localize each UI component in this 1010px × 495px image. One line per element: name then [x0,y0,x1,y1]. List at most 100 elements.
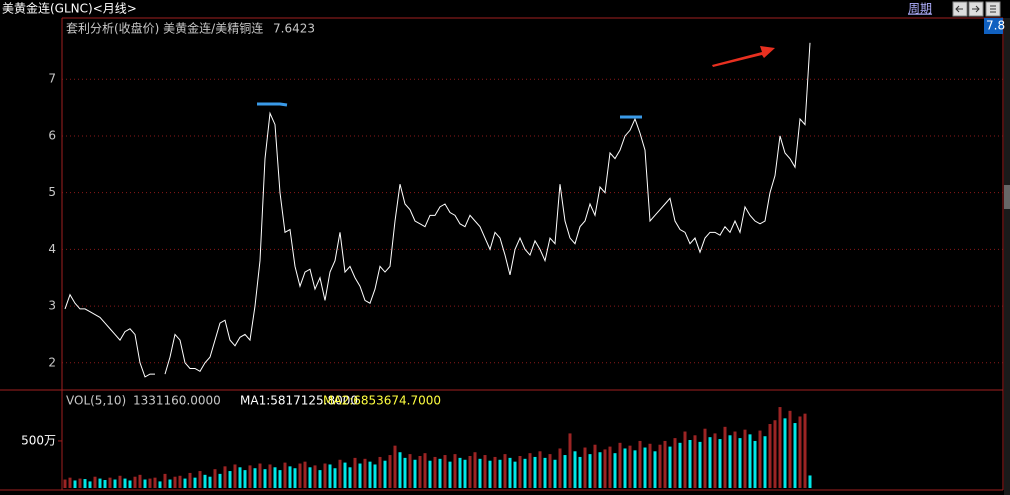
volume-bar [703,428,707,488]
volume-bar [378,456,382,488]
volume-bar [188,472,192,488]
volume-bar [143,479,147,488]
volume-bar [583,447,587,488]
volume-bar [548,454,552,488]
volume-bar [463,459,467,488]
volume-bar [608,446,612,488]
volume-bar [698,441,702,488]
volume-bar [328,464,332,488]
volume-bar [678,442,682,488]
volume-bar [668,446,672,488]
volume-bar [313,465,317,488]
volume-bar [663,440,667,488]
volume-bar [748,434,752,488]
volume-bar [258,463,262,488]
volume-bar [713,433,717,488]
volume-bar [403,457,407,488]
volume-bar [278,470,282,488]
scrollbar[interactable] [1004,18,1010,495]
scale-marker-box [984,18,1003,34]
y-tick-label: 3 [48,299,56,313]
nav-buttons[interactable] [952,1,1001,17]
y-tick-label: 6 [48,128,56,142]
volume-bar [478,458,482,488]
volume-bar [763,436,767,488]
scale-marker: 7.8 [986,19,1005,33]
y-tick-label: 5 [48,185,56,199]
volume-bar [708,437,712,488]
volume-bar [393,445,397,488]
marks: 2 3 4 5 6 7 500万 [21,42,1003,488]
volume-bar [573,451,577,488]
volume-bar [438,458,442,488]
volume-bar [178,475,182,488]
volume-bar [128,480,132,488]
volume-bar [568,433,572,488]
volume-bar [723,426,727,488]
volume-bar [73,480,77,488]
arrow [712,46,775,67]
volume-bar [558,448,562,488]
period-button[interactable]: 周期 [908,2,932,16]
volume-bar [308,467,312,488]
volume-bar [183,478,187,488]
volume-bar [68,477,72,488]
volume-bar [198,471,202,488]
volume-bar [88,481,92,488]
volume-bar [108,477,112,488]
volume-bar [423,453,427,488]
volume-bar [163,473,167,488]
volume-bar [418,456,422,488]
y-tick-label: 2 [48,355,56,369]
volume-bar [628,445,632,488]
volume-bar [778,407,782,488]
volume-bar [738,438,742,488]
volume-bar [498,459,502,488]
volume-bar [388,455,392,488]
volume-bar [783,418,787,488]
volume-bar [808,475,812,488]
volume-bar [348,467,352,488]
volume-bar [518,456,522,488]
volume-bar [373,464,377,488]
volume-bar [283,462,287,488]
volume-bar [743,429,747,488]
vol-legend: MA1:5817125.8000 [240,394,358,408]
volume-bar [153,477,157,488]
volume-bar [138,474,142,488]
volume-bar [243,470,247,488]
volume-bar [768,424,772,488]
volume-bar [158,481,162,488]
volume-bar [118,475,122,488]
volume-bar [413,459,417,488]
volume-bar [508,457,512,488]
volume-bar [753,440,757,488]
volume-bar [168,479,172,488]
volume-bar [333,468,337,488]
volume-bar [563,455,567,488]
volume-bar [673,438,677,488]
volume-bar [613,453,617,488]
window-title: 美黄金连(GLNC)<月线> [2,1,137,16]
volume-bar [98,478,102,488]
volume-bar [293,468,297,488]
volume-bar [468,456,472,488]
volume-bar [488,460,492,488]
volume-bar [593,444,597,488]
volume-bar [623,448,627,488]
volume-bar [643,447,647,488]
volume-bar [408,454,412,488]
volume-bar [263,469,267,488]
volume-bar [483,455,487,488]
scroll-thumb[interactable] [1004,185,1010,209]
volume-bar [733,431,737,488]
volume-bar [428,460,432,488]
volume-bar [503,454,507,488]
price-line [64,42,811,378]
legend-title: 套利分析(收盘价) 美黄金连/美精铜连 [66,21,263,36]
volume-bar [693,435,697,488]
volume-bar [588,454,592,488]
volume-bar [123,478,127,488]
